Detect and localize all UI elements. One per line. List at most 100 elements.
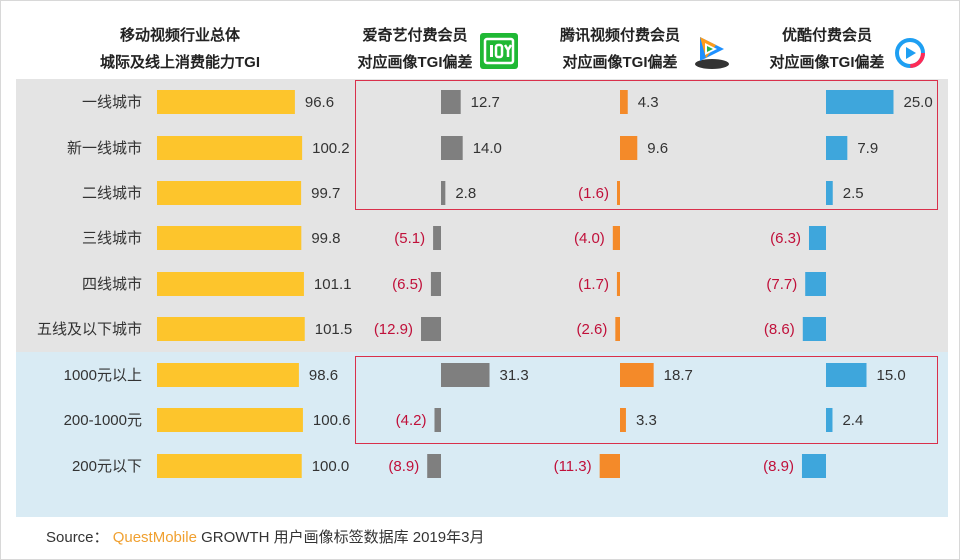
header-overall-line1: 移动视频行业总体 xyxy=(119,27,240,44)
category-label: 一线城市 xyxy=(82,94,142,111)
overall-value-label: 100.6 xyxy=(313,412,351,429)
iqiyi-value-label: 31.3 xyxy=(500,367,529,384)
tencent-value-label: (4.0) xyxy=(574,230,605,247)
tencent-value-label: 9.6 xyxy=(647,140,668,157)
tencent-bar xyxy=(616,272,620,296)
header-tencent-line1: 腾讯视频付费会员 xyxy=(559,27,680,44)
source-prefix: Source： xyxy=(46,529,109,546)
tencent-bar xyxy=(617,181,620,205)
iqiyi-logo-icon xyxy=(480,33,518,69)
iqiyi-value-label: (6.5) xyxy=(392,276,423,293)
iqiyi-value-label: (4.2) xyxy=(396,412,427,429)
overall-value-label: 99.8 xyxy=(311,230,340,247)
youku-value-label: (8.9) xyxy=(763,458,794,475)
iqiyi-bar xyxy=(441,363,490,387)
iqiyi-value-label: (12.9) xyxy=(374,321,413,338)
overall-value-label: 99.7 xyxy=(311,185,340,202)
category-label: 五线及以下城市 xyxy=(37,321,142,338)
header-youku: 优酷付费会员 对应画像TGI偏差 xyxy=(752,22,902,76)
source-text: GROWTH 用户画像标签数据库 2019年3月 xyxy=(201,529,485,546)
youku-bar xyxy=(826,90,894,114)
overall-bar xyxy=(157,363,299,387)
category-label: 二线城市 xyxy=(82,185,142,202)
category-label: 四线城市 xyxy=(82,276,142,293)
youku-value-label: 15.0 xyxy=(877,367,906,384)
youku-value-label: (7.7) xyxy=(766,276,797,293)
youku-bar xyxy=(826,181,833,205)
youku-bar xyxy=(826,136,848,160)
category-label: 200-1000元 xyxy=(64,412,142,429)
youku-value-label: 7.9 xyxy=(857,140,878,157)
youku-bar xyxy=(826,363,867,387)
overall-bar xyxy=(157,408,303,432)
tencent-bar xyxy=(620,90,628,114)
iqiyi-bar xyxy=(434,408,441,432)
overall-value-label: 101.5 xyxy=(315,321,353,338)
overall-bar xyxy=(157,181,302,205)
highlight-box-top-cities xyxy=(355,80,938,210)
youku-bar xyxy=(805,272,826,296)
iqiyi-bar xyxy=(421,317,441,341)
category-label: 新一线城市 xyxy=(67,140,142,157)
header-iqiyi: 爱奇艺付费会员 对应画像TGI偏差 xyxy=(340,22,490,76)
overall-bar xyxy=(157,454,302,478)
category-label: 200元以下 xyxy=(72,458,142,475)
youku-value-label: (8.6) xyxy=(764,321,795,338)
youku-bar xyxy=(826,408,833,432)
header-overall-line2: 城际及线上消费能力TGI xyxy=(100,54,260,71)
iqiyi-value-label: 14.0 xyxy=(473,140,502,157)
youku-logo-icon xyxy=(895,38,925,68)
header-overall: 移动视频行业总体 城际及线上消费能力TGI xyxy=(70,22,290,76)
youku-value-label: 2.5 xyxy=(843,185,864,202)
city-tier-section-background xyxy=(16,79,948,352)
source-note: Source： QuestMobile GROWTH 用户画像标签数据库 201… xyxy=(46,526,484,547)
tencent-bar xyxy=(620,408,626,432)
tencent-value-label: (11.3) xyxy=(554,458,592,475)
overall-value-label: 100.2 xyxy=(312,140,350,157)
iqiyi-bar xyxy=(430,272,441,296)
header-iqiyi-line2: 对应画像TGI偏差 xyxy=(357,54,473,71)
iqiyi-bar xyxy=(441,136,463,160)
overall-value-label: 100.0 xyxy=(312,458,350,475)
source-brand: QuestMobile xyxy=(112,529,197,546)
iqiyi-bar xyxy=(441,181,446,205)
iqiyi-bar xyxy=(441,90,461,114)
tencent-value-label: 3.3 xyxy=(636,412,657,429)
header-tencent: 腾讯视频付费会员 对应画像TGI偏差 xyxy=(545,22,695,76)
iqiyi-value-label: 2.8 xyxy=(455,185,476,202)
overall-bar xyxy=(157,136,303,160)
highlight-box-high-spend xyxy=(355,356,938,444)
tencent-bar xyxy=(599,454,620,478)
overall-value-label: 98.6 xyxy=(309,367,338,384)
category-label: 三线城市 xyxy=(82,230,142,247)
overall-bar xyxy=(157,226,302,250)
header-youku-line2: 对应画像TGI偏差 xyxy=(769,54,885,71)
tencent-value-label: (2.6) xyxy=(576,321,607,338)
overall-bar xyxy=(157,272,304,296)
youku-value-label: 25.0 xyxy=(904,94,933,111)
tencent-value-label: (1.6) xyxy=(578,185,609,202)
youku-value-label: (6.3) xyxy=(770,230,801,247)
tencent-value-label: 4.3 xyxy=(638,94,659,111)
iqiyi-value-label: 12.7 xyxy=(471,94,500,111)
tencent-value-label: (1.7) xyxy=(578,276,609,293)
tencent-value-label: 18.7 xyxy=(664,367,693,384)
header-iqiyi-line1: 爱奇艺付费会员 xyxy=(362,27,468,44)
tencent-video-logo-icon xyxy=(695,37,729,69)
youku-bar xyxy=(808,226,826,250)
overall-bar xyxy=(157,90,295,114)
overall-bar xyxy=(157,317,305,341)
tencent-bar xyxy=(615,317,620,341)
header-youku-line1: 优酷付费会员 xyxy=(781,27,872,44)
youku-bar xyxy=(802,317,826,341)
iqiyi-value-label: (8.9) xyxy=(388,458,419,475)
youku-bar xyxy=(801,454,826,478)
overall-value-label: 96.6 xyxy=(305,94,334,111)
iqiyi-bar xyxy=(433,226,441,250)
header-tencent-line2: 对应画像TGI偏差 xyxy=(562,54,678,71)
tencent-bar xyxy=(620,363,654,387)
category-label: 1000元以上 xyxy=(64,367,142,384)
iqiyi-value-label: (5.1) xyxy=(394,230,425,247)
tencent-bar xyxy=(620,136,638,160)
